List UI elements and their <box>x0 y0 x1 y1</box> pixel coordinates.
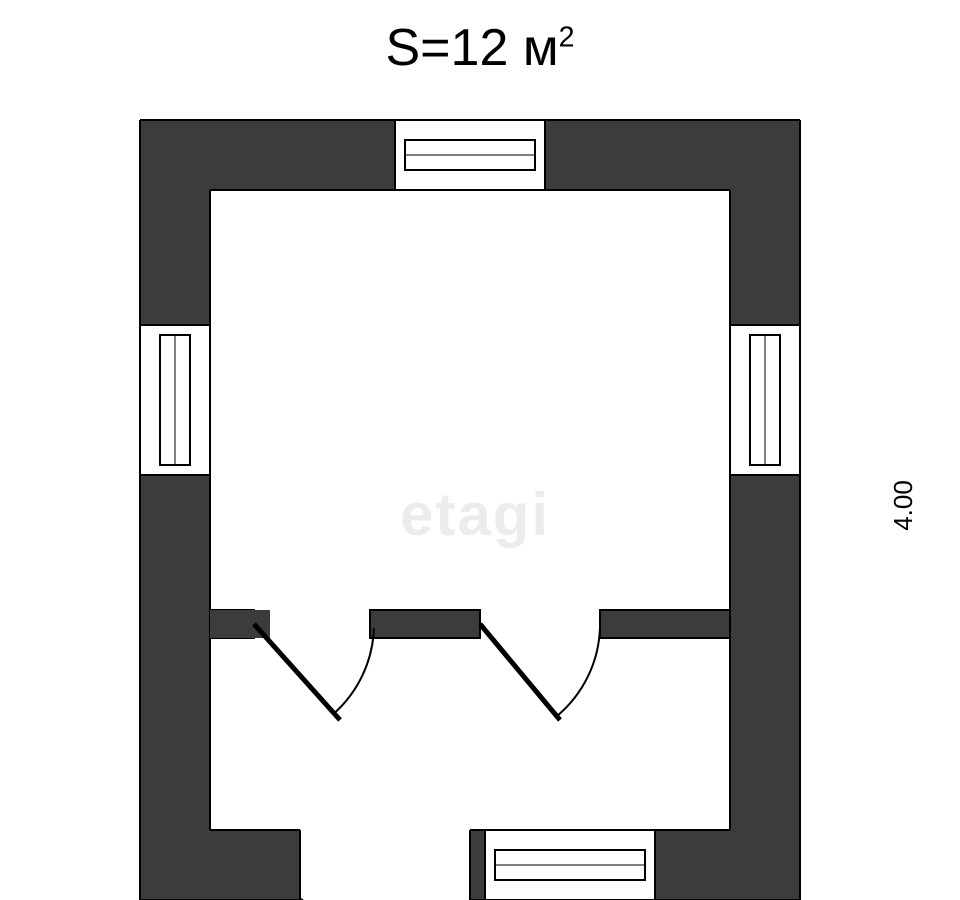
dimension-height: 4.00 <box>888 480 919 531</box>
floorplan-svg <box>0 0 960 900</box>
floorplan-canvas: S=12 м2 etagi 4.00 <box>0 0 960 900</box>
watermark: etagi <box>400 480 550 549</box>
